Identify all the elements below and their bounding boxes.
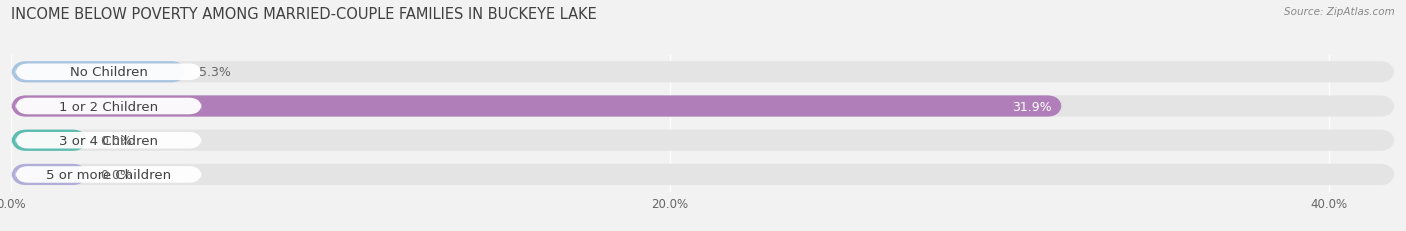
Text: 1 or 2 Children: 1 or 2 Children xyxy=(59,100,157,113)
Text: 31.9%: 31.9% xyxy=(1012,100,1052,113)
Text: 0.0%: 0.0% xyxy=(100,168,132,181)
FancyBboxPatch shape xyxy=(11,96,1062,117)
Text: 5 or more Children: 5 or more Children xyxy=(46,168,172,181)
FancyBboxPatch shape xyxy=(15,167,202,183)
FancyBboxPatch shape xyxy=(15,132,202,149)
Text: INCOME BELOW POVERTY AMONG MARRIED-COUPLE FAMILIES IN BUCKEYE LAKE: INCOME BELOW POVERTY AMONG MARRIED-COUPL… xyxy=(11,7,598,22)
FancyBboxPatch shape xyxy=(11,130,87,151)
Text: Source: ZipAtlas.com: Source: ZipAtlas.com xyxy=(1284,7,1395,17)
Text: No Children: No Children xyxy=(70,66,148,79)
FancyBboxPatch shape xyxy=(15,64,202,81)
FancyBboxPatch shape xyxy=(11,62,1395,83)
Text: 5.3%: 5.3% xyxy=(200,66,231,79)
Text: 3 or 4 Children: 3 or 4 Children xyxy=(59,134,157,147)
FancyBboxPatch shape xyxy=(11,96,1395,117)
FancyBboxPatch shape xyxy=(11,164,1395,185)
FancyBboxPatch shape xyxy=(11,164,87,185)
FancyBboxPatch shape xyxy=(11,130,1395,151)
FancyBboxPatch shape xyxy=(11,62,186,83)
FancyBboxPatch shape xyxy=(15,98,202,115)
Text: 0.0%: 0.0% xyxy=(100,134,132,147)
